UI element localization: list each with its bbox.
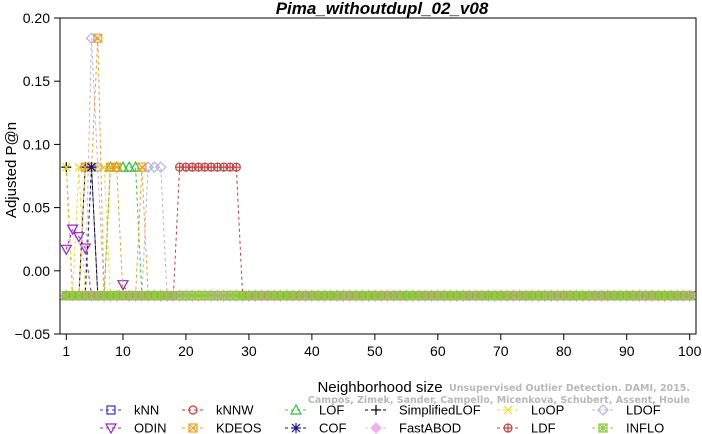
y-tick-label: −0.05 bbox=[15, 326, 51, 342]
series-line-loop bbox=[65, 166, 690, 297]
y-tick-label: 0.20 bbox=[23, 10, 50, 26]
data-point-odin bbox=[60, 244, 73, 256]
x-tick-label: 100 bbox=[678, 343, 702, 359]
legend-item-fastabod: FastABOD bbox=[365, 421, 461, 434]
legend-item-cof: COF bbox=[285, 421, 347, 434]
series-inflo bbox=[61, 290, 695, 301]
legend-label: LDOF bbox=[626, 403, 661, 418]
y-axis-title: Adjusted P@n bbox=[3, 122, 20, 218]
y-tick-label: 0.15 bbox=[23, 73, 50, 89]
x-tick-label: 10 bbox=[115, 343, 131, 359]
legend-label: COF bbox=[319, 421, 347, 434]
y-tick-label: 0.10 bbox=[23, 136, 50, 152]
series-odin bbox=[60, 224, 696, 302]
series-cof bbox=[61, 162, 695, 301]
chart-title: Pima_withoutdupl_02_v08 bbox=[276, 0, 489, 18]
data-point-inflo bbox=[521, 290, 531, 301]
x-tick-label: 70 bbox=[493, 343, 509, 359]
series-simplifiedlof bbox=[61, 162, 695, 301]
x-tick-label: 30 bbox=[241, 343, 257, 359]
legend-label: KDEOS bbox=[216, 421, 262, 434]
legend-item-loop: LoOP bbox=[497, 403, 564, 418]
legend-item-knn: kNN bbox=[100, 403, 159, 418]
legend-item-kdeos: KDEOS bbox=[182, 421, 262, 434]
series-line-odin bbox=[65, 228, 690, 297]
x-tick-label: 20 bbox=[178, 343, 194, 359]
series-line-lof bbox=[66, 166, 690, 297]
legend-label: FastABOD bbox=[399, 421, 461, 434]
legend-marker bbox=[104, 423, 118, 434]
legend-item-inflo: INFLO bbox=[592, 421, 664, 434]
x-tick-label: 40 bbox=[304, 343, 320, 359]
plot-area bbox=[60, 32, 696, 302]
legend: kNN kNNW LOF SimplifiedLOF LoOP LDOF ODIN KDEOS… bbox=[100, 403, 664, 434]
series-ldof bbox=[60, 32, 696, 302]
y-tick-label: 0.00 bbox=[23, 263, 50, 279]
x-tick-label: 80 bbox=[556, 343, 572, 359]
series-line-simplifiedlof bbox=[65, 166, 690, 297]
data-point-odin bbox=[66, 224, 79, 236]
legend-label: LDF bbox=[531, 421, 556, 434]
data-point-ldf bbox=[231, 162, 241, 172]
data-point-loop bbox=[61, 162, 71, 172]
legend-marker bbox=[188, 405, 198, 415]
legend-marker bbox=[371, 405, 381, 415]
data-point-ldof bbox=[154, 161, 167, 174]
data-point-kdeos bbox=[93, 33, 103, 43]
y-tick-label: 0.05 bbox=[23, 200, 50, 216]
data-point-kdeos bbox=[112, 162, 122, 172]
legend-item-lof: LOF bbox=[285, 403, 344, 418]
series-loop bbox=[61, 162, 695, 300]
axes: −0.05 0.00 0.05 0.10 0.15 0.20 1 10 20 30 40 50 60 70… bbox=[15, 10, 702, 359]
legend-item-odin: ODIN bbox=[100, 421, 167, 434]
x-tick-label: 50 bbox=[367, 343, 383, 359]
data-point-odin bbox=[79, 243, 92, 255]
series-line-ldf bbox=[66, 166, 690, 297]
legend-marker bbox=[597, 404, 609, 416]
legend-marker bbox=[289, 403, 303, 415]
legend-marker bbox=[370, 422, 382, 434]
x-axis-title: Neighborhood size bbox=[317, 379, 442, 396]
legend-label: INFLO bbox=[626, 421, 664, 434]
legend-label: kNNW bbox=[216, 403, 254, 418]
legend-marker bbox=[503, 405, 513, 415]
data-point-inflo bbox=[282, 290, 292, 301]
legend-marker bbox=[291, 423, 301, 433]
legend-item-knnw: kNNW bbox=[182, 403, 254, 418]
data-point-ldof bbox=[85, 32, 98, 45]
series-line-cof bbox=[66, 167, 690, 297]
series-lof bbox=[60, 160, 696, 301]
data-point-odin bbox=[116, 280, 129, 291]
plot-frame bbox=[59, 17, 697, 335]
series-ldf bbox=[61, 162, 695, 301]
legend-label: ODIN bbox=[134, 421, 167, 434]
watermark-line-1: Unsupervised Outlier Detection. DAMI, 20… bbox=[449, 383, 690, 394]
data-point-kdeos bbox=[137, 162, 147, 172]
legend-item-ldof: LDOF bbox=[592, 403, 661, 418]
data-point-odin bbox=[72, 232, 85, 243]
watermark-line-2: Campos, Zimek, Sander, Campello, Micenko… bbox=[308, 395, 690, 406]
legend-label: LoOP bbox=[531, 403, 564, 418]
legend-label: SimplifiedLOF bbox=[399, 403, 481, 418]
legend-label: LOF bbox=[319, 403, 344, 418]
legend-item-ldf: LDF bbox=[497, 421, 556, 434]
legend-marker bbox=[188, 423, 198, 433]
data-point-lof bbox=[123, 160, 136, 172]
legend-marker bbox=[106, 405, 116, 415]
legend-marker bbox=[503, 423, 513, 433]
data-point-inflo bbox=[685, 290, 695, 301]
legend-marker bbox=[598, 423, 608, 433]
x-tick-label: 90 bbox=[619, 343, 635, 359]
x-tick-label: 1 bbox=[62, 343, 70, 359]
x-tick-label: 60 bbox=[430, 343, 446, 359]
legend-label: kNN bbox=[134, 403, 159, 418]
legend-item-simplifiedlof: SimplifiedLOF bbox=[365, 403, 481, 418]
data-point-cof bbox=[86, 162, 97, 173]
